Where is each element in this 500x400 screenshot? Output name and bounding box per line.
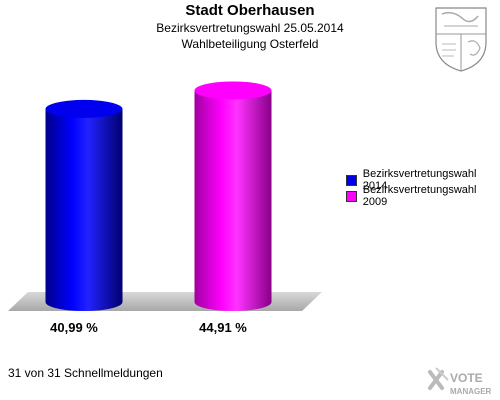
chart-title: Stadt Oberhausen xyxy=(185,2,315,19)
legend: Bezirksvertretungswahl 2014 Bezirksvertr… xyxy=(346,168,500,208)
coat-of-arms-icon xyxy=(435,7,487,72)
bar-top xyxy=(45,99,123,118)
legend-label: Bezirksvertretungswahl 2014 xyxy=(362,168,477,192)
footer-status: 31 von 31 Schnellmeldungen xyxy=(8,366,163,380)
bar xyxy=(45,99,123,311)
legend-item: Bezirksvertretungswahl 2014 xyxy=(346,168,500,192)
bar-top xyxy=(194,81,272,100)
bar-body xyxy=(194,90,272,311)
chart-subtitle-2: Wahlbeteiligung Osterfeld xyxy=(181,37,319,51)
legend-label: Bezirksvertretungswahl 2009 xyxy=(362,184,477,208)
value-label: 44,91 % xyxy=(199,320,247,335)
legend-item: Bezirksvertretungswahl 2009 xyxy=(346,184,500,208)
vote-manager-logo: VOTE MANAGER xyxy=(428,367,492,396)
svg-text:VOTE: VOTE xyxy=(450,371,483,385)
value-label: 40,99 % xyxy=(50,320,98,335)
svg-text:MANAGER: MANAGER xyxy=(450,387,492,396)
legend-swatch xyxy=(346,190,357,202)
bar-body xyxy=(45,108,123,311)
legend-swatch xyxy=(346,174,357,186)
bar xyxy=(194,81,272,311)
chart-subtitle: Bezirksvertretungswahl 25.05.2014 xyxy=(156,21,344,35)
